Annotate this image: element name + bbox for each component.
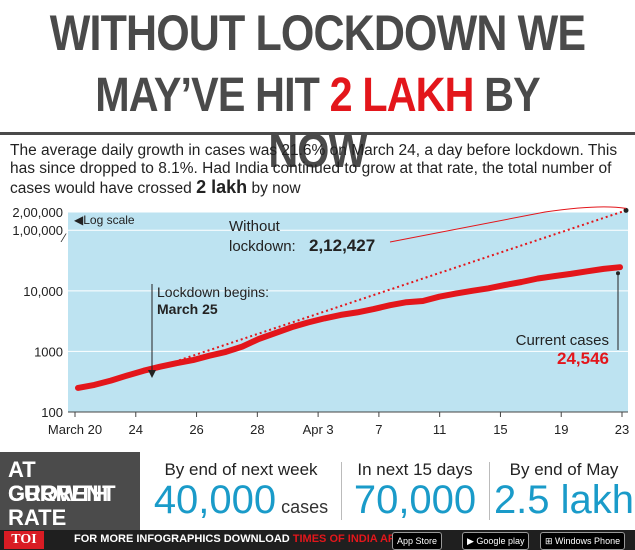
x-tick-label: 26 (189, 422, 203, 437)
windows-phone-label: Windows Phone (555, 536, 621, 546)
headline-line-1: WITHOUT LOCKDOWN WE (49, 5, 586, 61)
play-icon: ▶ (467, 536, 477, 546)
y-tick-label: 10,000 (23, 284, 63, 299)
divider (489, 462, 490, 520)
without-lockdown-label-2: lockdown: (229, 238, 296, 255)
projection-number: 40,000 (153, 478, 277, 522)
projection-number: 70,000 (353, 478, 477, 522)
projection-label: By end of May (509, 460, 619, 479)
without-lockdown-value: 2,12,427 (309, 236, 375, 255)
x-tick-label: Apr 3 (303, 422, 334, 437)
current-cases-label: Current cases (516, 332, 609, 349)
footer-text: FOR MORE INFOGRAPHICS DOWNLOAD TIMES OF … (74, 533, 403, 545)
x-tick-label: 23 (615, 422, 629, 437)
footer-app-name: TIMES OF INDIA APP (292, 533, 403, 545)
intro-text: The average daily growth in cases was 21… (10, 142, 618, 197)
rate-line-1: AT CURRENT (8, 457, 116, 506)
current-cases-endpoint (616, 271, 620, 276)
divider (341, 462, 342, 520)
projection-value: 40,000 cases (145, 478, 337, 523)
lockdown-date: March 25 (157, 301, 218, 317)
toi-logo: TOI (4, 531, 44, 549)
x-tick-label: 7 (375, 422, 382, 437)
projection-band: AT CURRENT GROWTH RATE By end of next we… (0, 452, 635, 530)
google-play-label: Google play (476, 536, 525, 546)
projection-value: 2.5 lakh (493, 478, 635, 523)
app-store-label: App Store (397, 536, 438, 546)
footer-bar: TOI FOR MORE INFOGRAPHICS DOWNLOAD TIMES… (0, 530, 635, 550)
axis-break-mark: ⁄ (60, 231, 67, 245)
windows-phone-badge[interactable]: ⊞ Windows Phone (540, 532, 626, 550)
y-tick-label: 1,00,000 (12, 223, 63, 238)
current-cases-value: 24,546 (557, 349, 609, 368)
x-tick-label: 15 (493, 422, 507, 437)
projection-label: By end of next week (164, 460, 318, 479)
x-tick-label: 11 (433, 422, 447, 437)
lockdown-arrowhead (148, 370, 156, 378)
current-cases-line (75, 264, 623, 391)
rate-line-2: GROWTH (8, 481, 109, 506)
footer-text-main: FOR MORE INFOGRAPHICS DOWNLOAD (74, 533, 293, 545)
x-tick-label: March 20 (48, 422, 102, 437)
intro-paragraph: The average daily growth in cases was 21… (10, 142, 625, 198)
x-tick-label: 28 (250, 422, 264, 437)
x-tick-label: 24 (129, 422, 143, 437)
x-tick-label: 19 (554, 422, 568, 437)
projection-value: 70,000 (345, 478, 485, 523)
y-tick-label: 2,00,000 (12, 205, 63, 220)
growth-rate-box: AT CURRENT GROWTH RATE (0, 452, 140, 530)
y-tick-label: 1000 (34, 344, 63, 359)
intro-bold: 2 lakh (196, 177, 248, 197)
projection-label: In next 15 days (357, 460, 473, 479)
google-play-badge[interactable]: ▶ Google play (462, 532, 530, 550)
without-lockdown-line (159, 209, 627, 368)
projection-item: In next 15 days 70,000 (345, 452, 485, 530)
projection-item: By end of next week 40,000 cases (145, 452, 337, 530)
headline-line-2-pre: MAY’VE HIT (95, 69, 330, 122)
divider (0, 132, 635, 135)
without-lockdown-leader (389, 206, 627, 243)
without-lockdown-endpoint (623, 207, 629, 213)
projection-number: 2.5 lakh (493, 478, 635, 522)
without-lockdown-label: Without (229, 218, 281, 235)
growth-chart: 100 1000 10,000 1,00,000 2,00,000 March 20 24 2… (12, 205, 629, 437)
rate-line-3: RATE (8, 505, 67, 530)
y-tick-label: 100 (41, 405, 63, 420)
projections: By end of next week 40,000 cases In next… (145, 452, 635, 530)
lockdown-label: Lockdown begins: (157, 284, 269, 300)
projection-unit: cases (276, 497, 329, 517)
windows-icon: ⊞ (545, 536, 556, 546)
app-store-badge[interactable]: App Store (392, 532, 443, 550)
headline-highlight: 2 LAKH (329, 69, 475, 122)
intro-tail: by now (247, 180, 301, 197)
projection-item: By end of May 2.5 lakh (493, 452, 635, 530)
log-scale-note: ◀Log scale (74, 213, 135, 227)
